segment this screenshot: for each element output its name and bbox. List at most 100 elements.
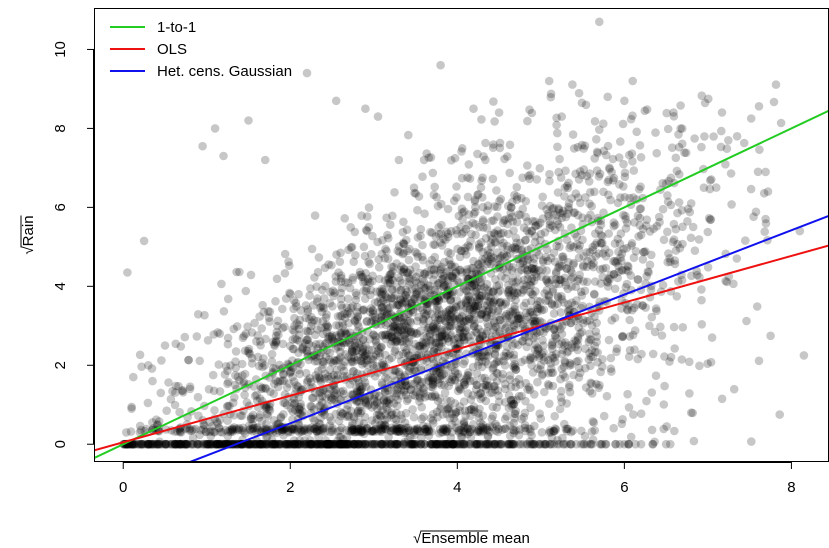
data-point [274, 439, 283, 449]
data-point [467, 229, 476, 239]
data-point [536, 229, 546, 239]
data-point [215, 439, 224, 449]
data-point [278, 304, 287, 314]
data-point [317, 439, 327, 449]
data-point [509, 361, 518, 371]
data-point [409, 412, 419, 422]
data-point [449, 439, 459, 449]
data-point [146, 439, 156, 449]
data-point [685, 357, 694, 367]
data-point [697, 295, 706, 305]
data-point [470, 439, 480, 449]
data-point [437, 370, 447, 380]
data-point [257, 439, 267, 449]
legend-item: OLS [110, 41, 187, 58]
data-point [268, 439, 278, 449]
data-point [294, 439, 303, 449]
data-point [171, 439, 180, 449]
data-point [666, 439, 675, 449]
data-point [596, 439, 606, 449]
data-point [316, 439, 326, 449]
data-point [324, 439, 334, 449]
data-point [342, 439, 352, 449]
data-point [284, 257, 293, 267]
data-point [717, 108, 727, 117]
data-point [390, 439, 400, 449]
data-point [160, 439, 170, 449]
data-point [585, 329, 594, 339]
data-point [357, 439, 367, 449]
data-point [678, 139, 687, 149]
data-point [253, 331, 262, 340]
data-point [315, 426, 325, 435]
data-point [452, 423, 461, 433]
data-point [541, 439, 551, 449]
data-point [446, 433, 456, 442]
data-point [364, 203, 374, 212]
data-point [279, 439, 288, 449]
data-point [304, 439, 313, 449]
y-tick-label: 4 [52, 282, 69, 290]
data-point [603, 141, 613, 151]
data-point [620, 96, 629, 106]
data-point [343, 439, 353, 449]
data-point [345, 439, 355, 449]
data-point [395, 424, 404, 433]
data-point [546, 89, 556, 99]
data-point [408, 439, 418, 449]
data-point [465, 427, 475, 437]
data-point [421, 424, 430, 434]
data-point [305, 291, 314, 300]
data-point [379, 284, 389, 294]
data-point [555, 404, 565, 414]
data-point [152, 439, 162, 449]
data-point [441, 307, 451, 317]
data-point [223, 339, 233, 349]
data-point [205, 439, 215, 449]
data-point [560, 373, 570, 382]
data-point [437, 439, 446, 449]
data-point [370, 396, 380, 406]
data-point [502, 439, 511, 449]
data-point [420, 439, 429, 449]
data-point [162, 406, 171, 416]
data-point [670, 344, 679, 353]
data-point [638, 255, 648, 264]
data-point [367, 439, 377, 449]
data-point [596, 230, 606, 240]
data-point [413, 426, 422, 436]
data-point [321, 313, 331, 322]
data-point [148, 439, 157, 449]
data-point [245, 439, 255, 449]
data-point [452, 225, 461, 235]
data-point [408, 405, 417, 414]
data-point [416, 439, 426, 449]
data-point [568, 130, 578, 139]
data-point [136, 439, 146, 449]
data-point [180, 332, 190, 342]
data-point [239, 331, 249, 341]
data-point [595, 125, 604, 134]
data-point [547, 299, 557, 308]
data-point [530, 439, 539, 449]
data-point [490, 439, 500, 449]
data-point [265, 439, 275, 449]
data-point [341, 439, 351, 449]
data-point [510, 426, 519, 436]
data-point [566, 266, 575, 275]
data-point [483, 439, 493, 449]
data-point [199, 424, 208, 434]
data-point [383, 439, 393, 449]
data-point [625, 346, 635, 355]
data-point [393, 401, 402, 411]
data-point [614, 267, 623, 277]
data-point [473, 439, 482, 449]
data-point [669, 322, 679, 332]
data-point [608, 176, 618, 185]
data-point [161, 439, 170, 449]
data-point [674, 198, 684, 207]
data-point [136, 439, 146, 449]
data-point [478, 411, 488, 421]
data-point [171, 439, 181, 449]
data-point [610, 313, 620, 323]
